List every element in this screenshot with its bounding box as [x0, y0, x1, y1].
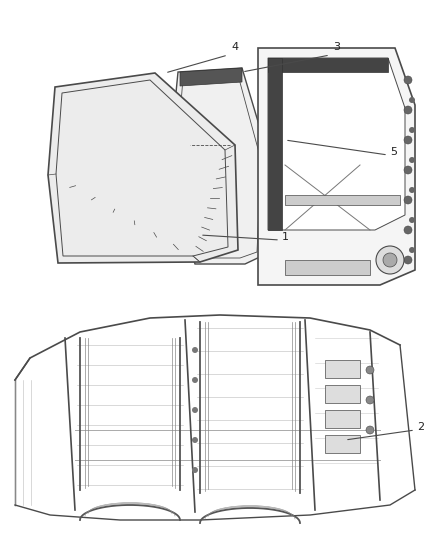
Polygon shape: [268, 58, 282, 230]
Circle shape: [409, 187, 415, 193]
Polygon shape: [268, 58, 388, 72]
Circle shape: [376, 246, 404, 274]
Text: 4: 4: [231, 42, 238, 52]
Bar: [325, 385, 360, 403]
Circle shape: [409, 247, 415, 253]
Polygon shape: [175, 75, 261, 258]
Circle shape: [404, 196, 412, 204]
Circle shape: [192, 347, 198, 353]
Circle shape: [409, 157, 415, 163]
Circle shape: [366, 426, 374, 434]
Circle shape: [192, 407, 198, 413]
Bar: [325, 360, 360, 378]
Polygon shape: [258, 48, 415, 285]
Polygon shape: [168, 68, 268, 264]
Polygon shape: [56, 80, 228, 256]
Circle shape: [409, 217, 415, 223]
Bar: [325, 435, 360, 453]
Circle shape: [192, 467, 198, 473]
Circle shape: [404, 256, 412, 264]
Circle shape: [404, 136, 412, 144]
Circle shape: [409, 127, 415, 133]
Circle shape: [404, 226, 412, 234]
Text: 1: 1: [282, 232, 289, 242]
Circle shape: [404, 166, 412, 174]
Polygon shape: [285, 195, 400, 205]
Circle shape: [409, 97, 415, 103]
Circle shape: [404, 106, 412, 114]
Text: 5: 5: [390, 147, 397, 157]
Circle shape: [192, 377, 198, 383]
Polygon shape: [285, 260, 370, 275]
Polygon shape: [268, 58, 405, 230]
Circle shape: [383, 253, 397, 267]
Circle shape: [192, 437, 198, 443]
Circle shape: [366, 396, 374, 404]
Circle shape: [404, 76, 412, 84]
Bar: [325, 410, 360, 428]
Text: 2: 2: [417, 422, 424, 432]
Text: 3: 3: [333, 42, 340, 52]
Polygon shape: [48, 73, 238, 263]
Polygon shape: [180, 68, 242, 86]
Circle shape: [366, 366, 374, 374]
